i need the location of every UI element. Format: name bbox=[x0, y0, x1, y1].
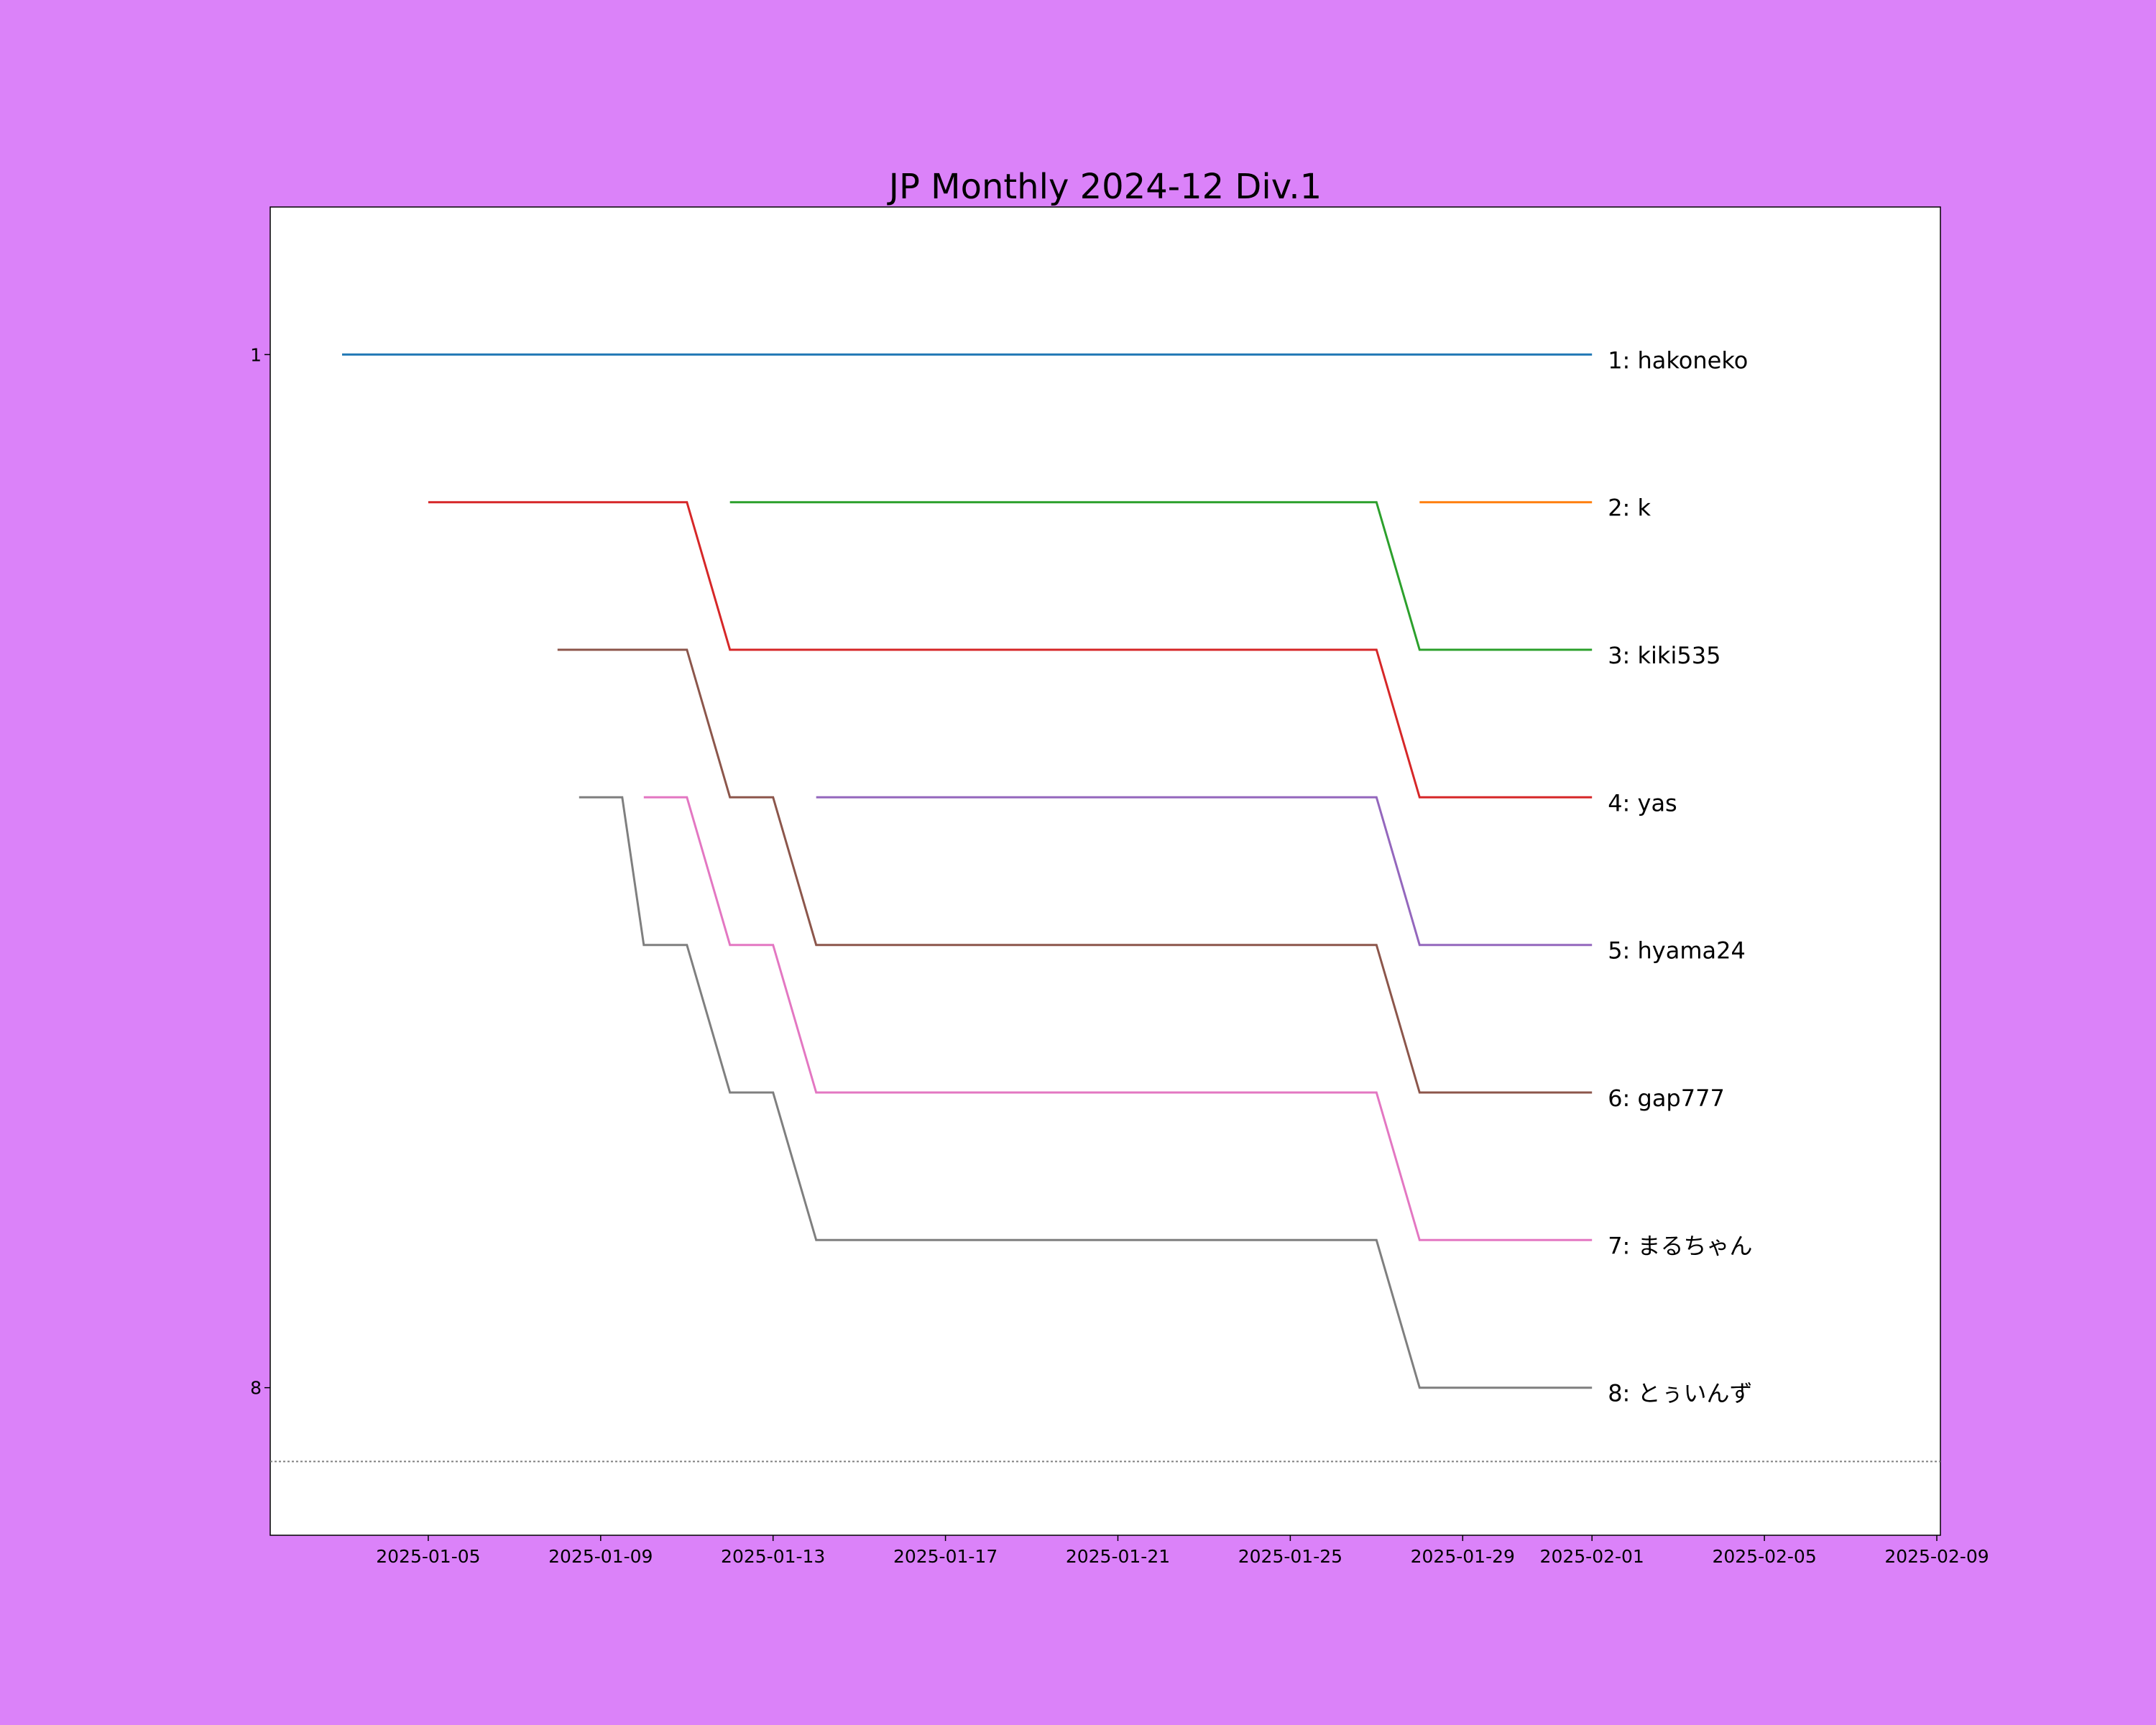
x-tick-label: 2025-01-17 bbox=[893, 1546, 998, 1567]
x-tick-label: 2025-01-29 bbox=[1411, 1546, 1515, 1567]
series-label-3: 3: kiki535 bbox=[1608, 642, 1720, 669]
series-label-1: 1: hakoneko bbox=[1608, 346, 1748, 374]
series-line-5 bbox=[816, 796, 1593, 947]
series-layer bbox=[342, 353, 1593, 1389]
series-label-layer: 1: hakoneko 2: k 3: kiki535 4: yas 5: hyama2… bbox=[1608, 346, 1752, 1407]
series-label-6: 6: gap777 bbox=[1608, 1085, 1725, 1112]
chart-title: JP Monthly 2024-12 Div.1 bbox=[887, 167, 1322, 207]
x-tick-label: 2025-02-05 bbox=[1712, 1546, 1816, 1567]
x-axis: 2025-01-05 2025-01-09 2025-01-13 2025-01-17… bbox=[376, 1535, 1989, 1567]
x-tick-label: 2025-01-25 bbox=[1238, 1546, 1342, 1567]
y-axis: 18 bbox=[250, 344, 270, 1399]
series-line-3 bbox=[729, 501, 1593, 651]
y-tick-label: 1 bbox=[250, 344, 262, 365]
y-tick-label: 8 bbox=[250, 1378, 262, 1399]
series-label-7: 7: まるちゃん bbox=[1608, 1232, 1752, 1259]
series-line-4 bbox=[428, 501, 1593, 799]
plot-area bbox=[270, 206, 1941, 1536]
series-line-7 bbox=[643, 796, 1593, 1241]
x-tick-label: 2025-01-21 bbox=[1066, 1546, 1170, 1567]
series-label-2: 2: k bbox=[1608, 494, 1651, 522]
series-label-4: 4: yas bbox=[1608, 789, 1677, 816]
series-label-5: 5: hyama24 bbox=[1608, 937, 1746, 965]
x-tick-label: 2025-02-09 bbox=[1884, 1546, 1989, 1567]
series-line-8 bbox=[579, 796, 1593, 1389]
series-label-8: 8: とぅいんず bbox=[1608, 1380, 1752, 1407]
x-tick-label: 2025-02-01 bbox=[1540, 1546, 1644, 1567]
x-tick-label: 2025-01-05 bbox=[376, 1546, 480, 1567]
x-tick-label: 2025-01-13 bbox=[721, 1546, 825, 1567]
x-tick-label: 2025-01-09 bbox=[548, 1546, 653, 1567]
series-line-6 bbox=[557, 648, 1593, 1094]
